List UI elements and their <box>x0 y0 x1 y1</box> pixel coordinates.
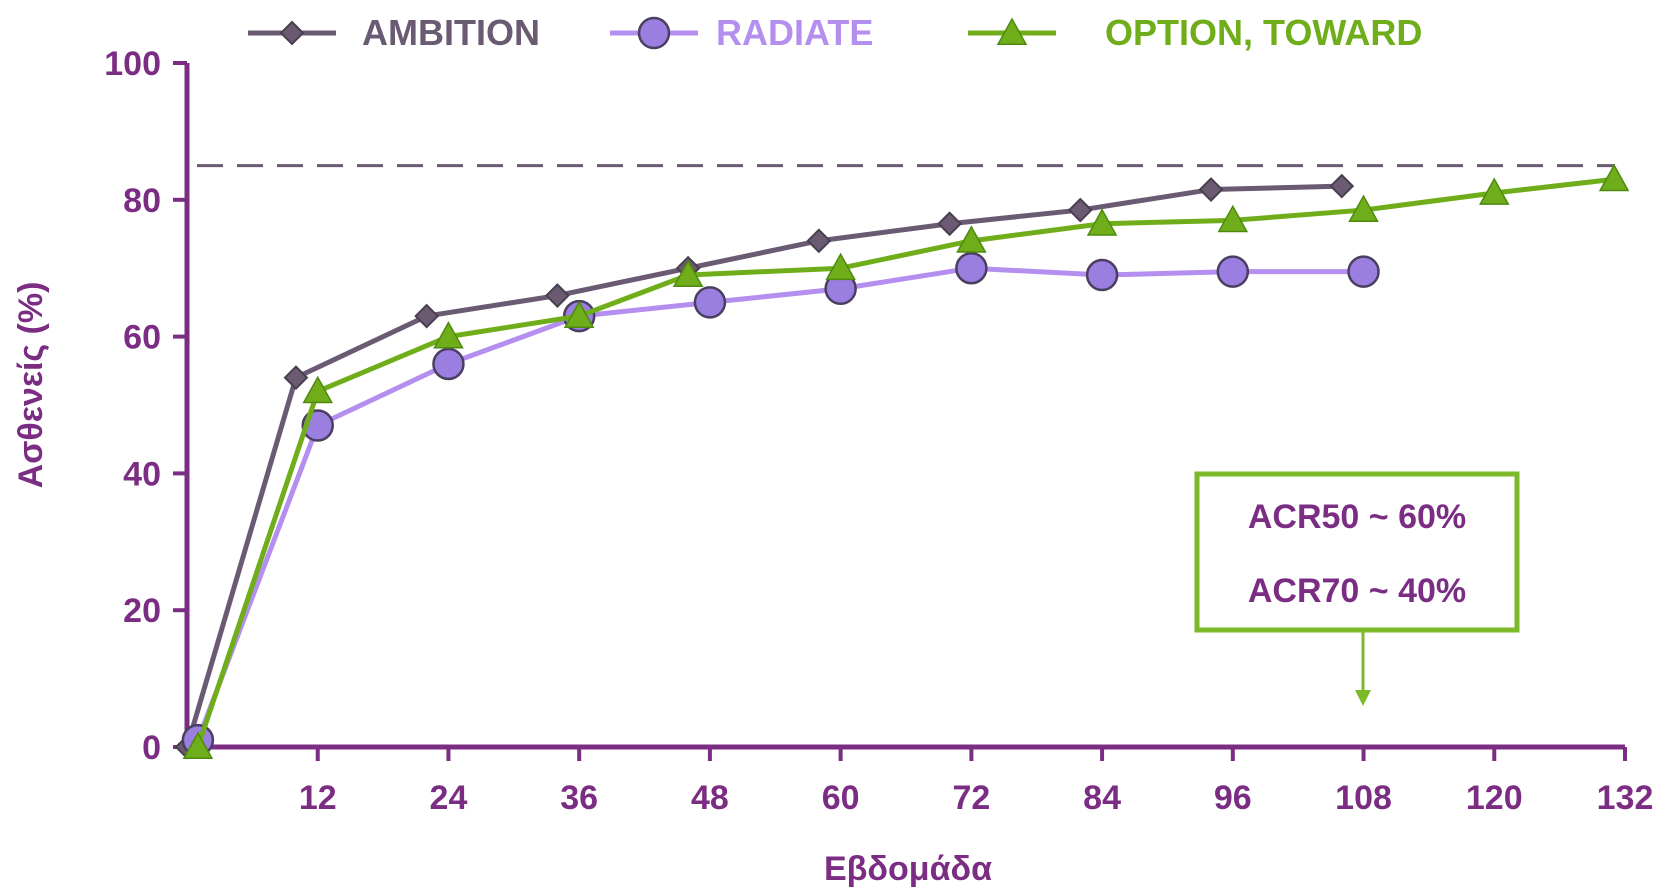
annotation-arrow-head <box>1355 690 1371 706</box>
data-point <box>825 252 856 281</box>
x-tick-label: 60 <box>822 779 860 817</box>
legend-item: AMBITION <box>248 12 540 53</box>
x-tick-label: 36 <box>560 779 598 817</box>
data-point <box>693 286 727 319</box>
y-tick-label: 40 <box>123 455 161 493</box>
data-point <box>1348 194 1379 223</box>
legend-label: RADIATE <box>716 12 873 53</box>
data-point <box>433 321 464 349</box>
y-axis-label: Ασθενείς (%) <box>12 282 50 489</box>
annotation-line-acr50: ACR50 ~ 60% <box>1248 498 1466 536</box>
x-tick-label: 96 <box>1214 779 1252 817</box>
series-layer <box>174 163 1630 760</box>
x-axis-label: Εβδομάδα <box>824 850 992 888</box>
series-line <box>195 176 1615 748</box>
data-point <box>937 211 962 237</box>
data-point <box>414 303 440 329</box>
annotation-line-acr70: ACR70 ~ 40% <box>1248 572 1466 610</box>
legend-swatch-marker <box>996 17 1028 45</box>
x-tick-label: 12 <box>299 779 337 817</box>
y-tick-label: 100 <box>104 45 161 83</box>
y-tick-label: 20 <box>123 592 161 630</box>
legend-label: AMBITION <box>362 12 540 53</box>
data-point <box>1067 197 1093 223</box>
x-tick-label: 72 <box>952 779 990 817</box>
data-point <box>1478 177 1510 205</box>
data-point <box>1347 255 1380 288</box>
data-point <box>432 347 465 381</box>
x-tick-label: 132 <box>1597 779 1654 817</box>
data-point <box>182 731 214 759</box>
data-point <box>1598 163 1630 192</box>
data-point <box>806 228 832 254</box>
legend-label: OPTION, TOWARD <box>1105 12 1422 53</box>
data-point <box>544 283 570 308</box>
legend-swatch-marker <box>279 20 305 46</box>
x-tick-label: 48 <box>691 779 729 817</box>
data-point <box>563 300 595 329</box>
x-tick-label: 120 <box>1466 779 1523 817</box>
series-line <box>184 183 1342 748</box>
data-point <box>1217 204 1249 233</box>
data-point <box>956 225 987 253</box>
data-point <box>955 251 988 285</box>
x-tick-label: 24 <box>430 779 468 817</box>
series-line <box>195 265 1364 742</box>
series-diamond <box>174 173 1355 760</box>
annotation-box: ACR50 ~ 60% ACR70 ~ 40% <box>1194 471 1520 706</box>
series-triangle <box>182 163 1630 759</box>
data-point <box>302 375 334 404</box>
data-point <box>1085 258 1119 292</box>
data-point <box>1198 177 1224 202</box>
x-tick-label: 108 <box>1335 779 1392 817</box>
legend-item: OPTION, TOWARD <box>968 12 1422 53</box>
data-point <box>1329 173 1355 199</box>
data-point <box>1086 208 1118 236</box>
y-tick-label: 0 <box>142 729 161 767</box>
x-tick-label: 84 <box>1083 779 1121 817</box>
data-point <box>1216 255 1250 288</box>
legend-swatch-marker <box>637 16 671 50</box>
data-point <box>672 259 704 287</box>
data-point <box>283 365 309 391</box>
y-tick-label: 80 <box>123 182 161 220</box>
legend-item: RADIATE <box>610 12 873 53</box>
axes: 0 20 40 60 80 100 12 24 36 48 60 72 84 96 108 120 132 <box>104 45 1653 817</box>
legend: AMBITION RADIATE OPTION, TOWARD <box>248 12 1422 53</box>
y-tick-label: 60 <box>123 319 161 357</box>
